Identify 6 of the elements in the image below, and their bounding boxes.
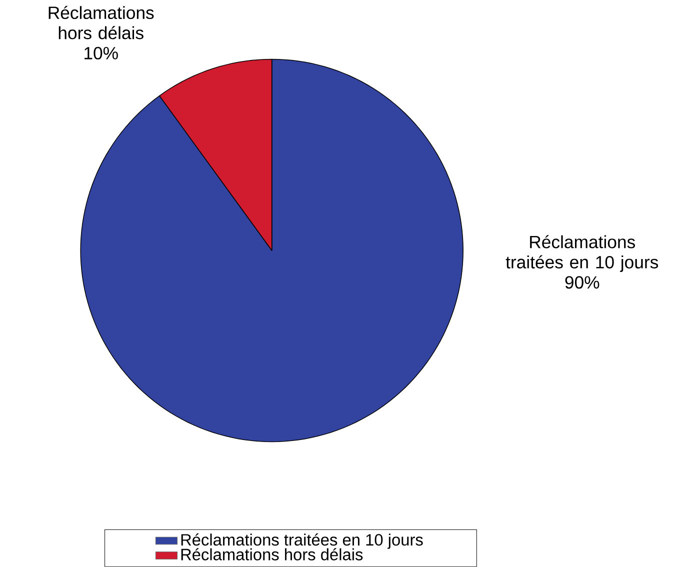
- legend-label: Réclamations hors délais: [181, 548, 363, 560]
- legend-label: Réclamations traitées en 10 jours: [181, 533, 423, 549]
- slice-label: Réclamations hors délais: [48, 6, 154, 40]
- data-label: 90%: [565, 276, 600, 289]
- slice-label: Réclamations traitées en 10 jours: [506, 235, 658, 272]
- data-label: 10%: [84, 46, 118, 60]
